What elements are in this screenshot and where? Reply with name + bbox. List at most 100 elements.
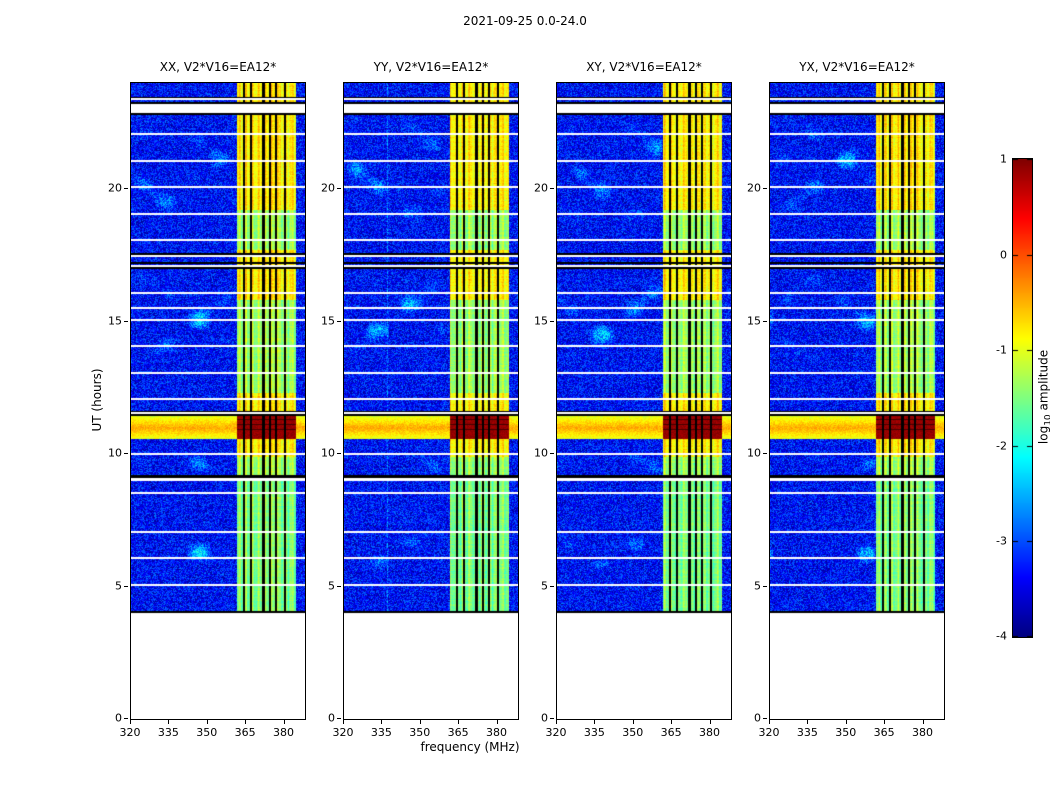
colorbar-tick-label: -3 — [996, 534, 1007, 548]
x-tick — [496, 720, 498, 724]
figure-title: 2021-09-25 0.0-24.0 — [463, 14, 587, 28]
x-tick — [130, 720, 131, 724]
x-tick — [245, 720, 247, 724]
y-tick — [763, 585, 767, 587]
x-tick — [922, 720, 924, 724]
x-tick-label: 380 — [699, 726, 721, 739]
colorbar-canvas — [1012, 158, 1033, 638]
y-tick-label: 5 — [541, 579, 548, 592]
x-axis-label: frequency (MHz) — [420, 740, 520, 754]
x-tick-label: 365 — [447, 726, 469, 739]
y-tick — [124, 320, 128, 322]
spectrogram-canvas-yy — [343, 82, 519, 720]
y-tick-label: 15 — [747, 314, 761, 327]
spectrogram-canvas-yx — [769, 82, 945, 720]
y-tick-label: 0 — [541, 711, 548, 725]
colorbar-tick-label: 0 — [1000, 248, 1007, 262]
y-tick-label: 10 — [747, 446, 761, 460]
y-tick — [337, 718, 341, 719]
y-tick — [337, 320, 341, 322]
y-tick-label: 0 — [754, 711, 761, 725]
y-tick-label: 20 — [747, 181, 761, 195]
y-tick-label: 0 — [328, 711, 335, 725]
x-tick — [206, 720, 208, 724]
colorbar-label-prefix: log — [1036, 425, 1050, 445]
y-tick — [124, 585, 128, 587]
panel-xx-title: XX, V2*V16=EA12* — [159, 60, 277, 74]
y-tick-label: 5 — [754, 579, 761, 592]
panel-yy: YY, V2*V16=EA12* 320 335 350 365 380 0 5 10 15 20 — [321, 60, 519, 739]
x-tick-label: 320 — [119, 726, 141, 739]
y-tick — [124, 718, 128, 719]
x-tick — [807, 720, 809, 724]
x-tick-label: 335 — [796, 726, 818, 739]
panel-yx-title: YX, V2*V16=EA12* — [799, 60, 915, 74]
colorbar-tick-label: -4 — [996, 629, 1007, 643]
x-tick-label: 380 — [486, 726, 508, 739]
y-axis-label: UT (hours) — [90, 368, 104, 432]
x-tick — [283, 720, 285, 724]
x-tick-label: 350 — [835, 726, 857, 739]
y-tick — [550, 585, 554, 587]
y-tick — [337, 585, 341, 587]
panel-xy-title: XY, V2*V16=EA12* — [586, 60, 702, 74]
x-tick-label: 320 — [332, 726, 354, 739]
panel-xy: XY, V2*V16=EA12* 320 335 350 365 380 0 5 10 15 20 — [534, 60, 732, 739]
x-tick — [769, 720, 770, 724]
y-tick-label: 0 — [115, 711, 122, 725]
y-tick — [550, 188, 554, 189]
y-tick-label: 20 — [108, 181, 122, 195]
panel-yy-title: YY, V2*V16=EA12* — [373, 60, 489, 74]
y-tick — [337, 188, 341, 189]
x-tick-label: 365 — [660, 726, 682, 739]
x-tick — [419, 720, 421, 724]
colorbar-tick-label: -1 — [996, 343, 1007, 357]
y-tick — [337, 453, 341, 454]
x-tick-label: 335 — [370, 726, 392, 739]
colorbar-label: log10 amplitude — [1036, 350, 1050, 444]
panel-yx: YX, V2*V16=EA12* 320 335 350 365 380 0 5 10 15 20 — [747, 60, 945, 739]
x-tick — [556, 720, 557, 724]
x-tick — [671, 720, 673, 724]
y-tick — [763, 188, 767, 189]
y-tick-label: 15 — [321, 314, 335, 327]
x-tick-label: 350 — [196, 726, 218, 739]
colorbar-label-suffix: amplitude — [1036, 349, 1050, 415]
y-tick-label: 15 — [534, 314, 548, 327]
y-tick-label: 5 — [115, 579, 122, 592]
y-tick-label: 10 — [321, 446, 335, 460]
x-tick-label: 335 — [583, 726, 605, 739]
x-tick — [632, 720, 634, 724]
y-tick-label: 5 — [328, 579, 335, 592]
y-tick-label: 15 — [108, 314, 122, 327]
colorbar-tick-label: 1 — [1000, 152, 1007, 166]
x-tick — [845, 720, 847, 724]
x-tick-label: 380 — [912, 726, 934, 739]
x-tick — [343, 720, 344, 724]
y-tick — [763, 453, 767, 454]
y-tick — [124, 453, 128, 454]
y-tick — [550, 320, 554, 322]
x-tick-label: 320 — [758, 726, 780, 739]
colorbar-label-subscript: 10 — [1043, 414, 1050, 426]
x-tick-label: 350 — [409, 726, 431, 739]
x-tick-label: 320 — [545, 726, 567, 739]
y-tick — [550, 718, 554, 719]
x-tick-label: 350 — [622, 726, 644, 739]
y-tick — [763, 718, 767, 719]
x-tick-label: 380 — [273, 726, 295, 739]
x-tick — [381, 720, 383, 724]
panel-xx: XX, V2*V16=EA12* 320 335 350 365 380 0 5 10 15 20 — [108, 60, 306, 739]
x-tick-label: 365 — [234, 726, 256, 739]
x-tick — [594, 720, 596, 724]
colorbar: log10 amplitude 1 0 -1 -2 -3 -4 — [996, 153, 1050, 643]
x-tick — [709, 720, 711, 724]
y-tick-label: 20 — [534, 181, 548, 195]
y-tick — [763, 320, 767, 322]
y-tick — [124, 188, 128, 189]
x-tick — [884, 720, 886, 724]
spectrogram-canvas-xy — [556, 82, 732, 720]
y-tick-label: 20 — [321, 181, 335, 195]
x-tick — [168, 720, 170, 724]
